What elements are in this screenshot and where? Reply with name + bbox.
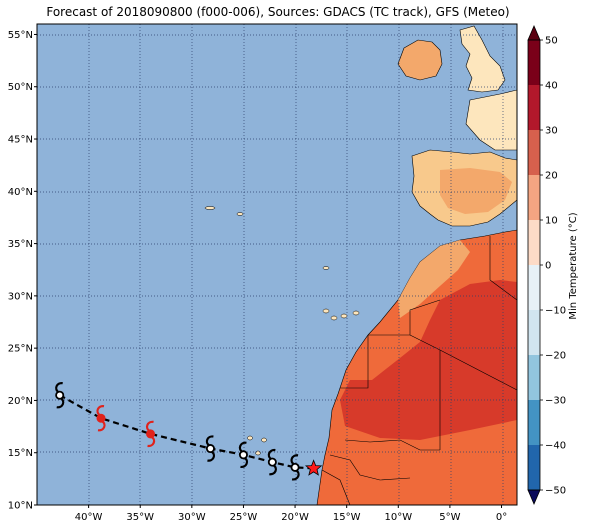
colorbar-tick-label: 30 — [545, 126, 558, 137]
colorbar-band — [528, 265, 540, 311]
colorbar-band — [528, 85, 540, 131]
colorbar-tick-label: −50 — [545, 486, 566, 497]
morocco-coast — [398, 240, 470, 318]
cyclone-icon — [96, 405, 106, 432]
longitude-ticks: 40°W 35°W 30°W 25°W 20°W 15°W 10°W 5°W 0° — [75, 505, 507, 523]
ireland-land — [397, 39, 443, 81]
lat-tick-label: 40°N — [8, 187, 33, 198]
colorbar-band — [528, 445, 540, 491]
lat-tick-label: 35°N — [8, 239, 33, 250]
lon-tick-label: 15°W — [333, 512, 361, 523]
lon-tick-label: 0° — [496, 512, 507, 523]
lat-tick-label: 15°N — [8, 448, 33, 459]
lon-tick-label: 40°W — [75, 512, 103, 523]
current-position-star-icon — [304, 459, 323, 476]
colorbar-band — [528, 175, 540, 221]
cyclone-icon — [238, 441, 249, 468]
britain-land — [459, 25, 506, 93]
lat-tick-label: 45°N — [8, 135, 33, 146]
lon-tick-label: 20°W — [281, 512, 309, 523]
colorbar-band — [528, 310, 540, 356]
colorbar: 50 40 30 20 10 0 −10 −20 −30 −40 −50 — [527, 24, 566, 506]
lat-tick-label: 10°N — [8, 501, 33, 512]
country-borders — [321, 236, 517, 505]
lat-tick-label: 55°N — [8, 30, 33, 41]
lat-tick-label: 20°N — [8, 396, 33, 407]
map-title: Forecast of 2018090800 (f000-006), Sourc… — [46, 5, 510, 19]
islands — [204, 206, 360, 456]
lat-tick-label: 50°N — [8, 82, 33, 93]
iberia-inland — [440, 168, 512, 214]
colorbar-tick-label: 10 — [545, 216, 558, 227]
cyclone-icon — [290, 454, 300, 481]
lon-tick-label: 35°W — [126, 512, 154, 523]
latitude-ticks: 10°N 15°N 20°N 25°N 30°N 35°N 40°N 45°N 50°N 55°N — [8, 30, 37, 512]
colorbar-tick-label: 0 — [545, 261, 551, 272]
colorbar-band — [528, 130, 540, 176]
lat-tick-label: 25°N — [8, 344, 33, 355]
colorbar-tick-label: −40 — [545, 441, 566, 452]
gridlines — [37, 24, 517, 505]
cyclone-icon — [267, 449, 277, 476]
colorbar-tick-label: 20 — [545, 171, 558, 182]
lat-tick-label: 30°N — [8, 291, 33, 302]
colorbar-max-extend — [527, 24, 541, 41]
colorbar-band — [528, 40, 540, 86]
colorbar-min-extend — [527, 489, 541, 506]
colorbar-band — [528, 400, 540, 446]
colorbar-tick-label: 40 — [545, 81, 558, 92]
colorbar-band — [528, 355, 540, 401]
lon-tick-label: 30°W — [178, 512, 206, 523]
cyclone-icon — [55, 382, 65, 409]
colorbar-band — [528, 220, 540, 266]
map-frame — [36, 23, 518, 506]
colorbar-tick-label: −20 — [545, 351, 566, 362]
lon-tick-label: 10°W — [384, 512, 412, 523]
colorbar-label: Min Temperature (°C) — [568, 212, 579, 319]
colorbar-tick-label: 50 — [545, 36, 558, 47]
cyclone-icon — [145, 420, 156, 448]
storm-track — [55, 382, 323, 481]
land-layer — [37, 24, 517, 505]
cyclone-icon — [205, 435, 216, 462]
lon-tick-label: 25°W — [230, 512, 258, 523]
colorbar-tick-label: −30 — [545, 396, 566, 407]
colorbar-tick-label: −10 — [545, 306, 566, 317]
lon-tick-label: 5°W — [439, 512, 460, 523]
